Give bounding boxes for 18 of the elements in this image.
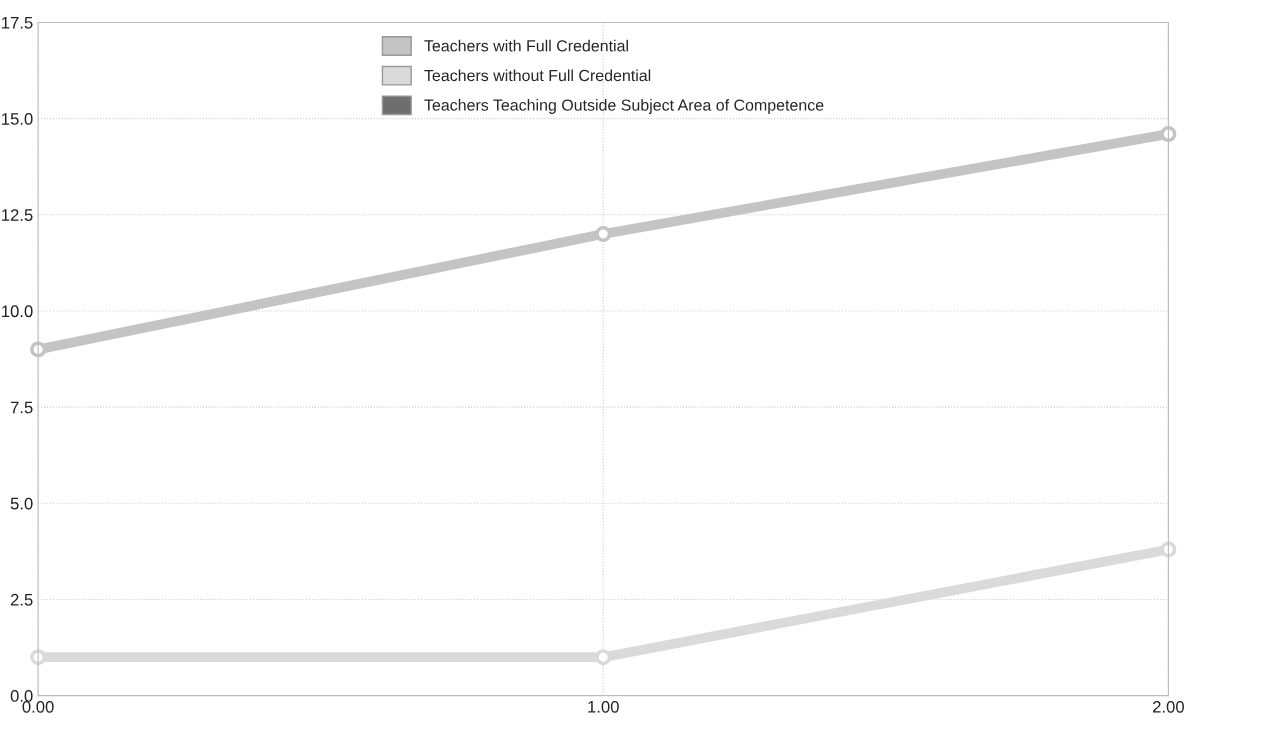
point: [1160, 126, 1177, 142]
y-tick-label: 7.5: [10, 401, 33, 414]
y-tick-label: 2.5: [10, 593, 33, 606]
x-tick-label: 1.00: [588, 700, 619, 713]
y-tick-label: 15.0: [2, 113, 33, 125]
y-tick-label: 5.0: [10, 497, 33, 510]
y-tick-label: 10.0: [2, 305, 33, 318]
point: [595, 226, 612, 243]
point: [1160, 541, 1177, 558]
x-tick-label: 0.00: [22, 700, 54, 713]
y-tick-label: 0.0: [10, 690, 33, 702]
x-tick-label: 2.00: [1153, 700, 1184, 713]
legend-label: Teachers with Full Credential: [424, 39, 628, 52]
y-tick-label: 12.5: [2, 209, 33, 221]
legend-label: Teachers without Full Credential: [424, 69, 651, 82]
legend-label: Teachers Teaching Outside Subject Area of Competence: [424, 99, 824, 114]
point: [595, 649, 612, 666]
y-tick-label: 17.5: [2, 17, 33, 29]
